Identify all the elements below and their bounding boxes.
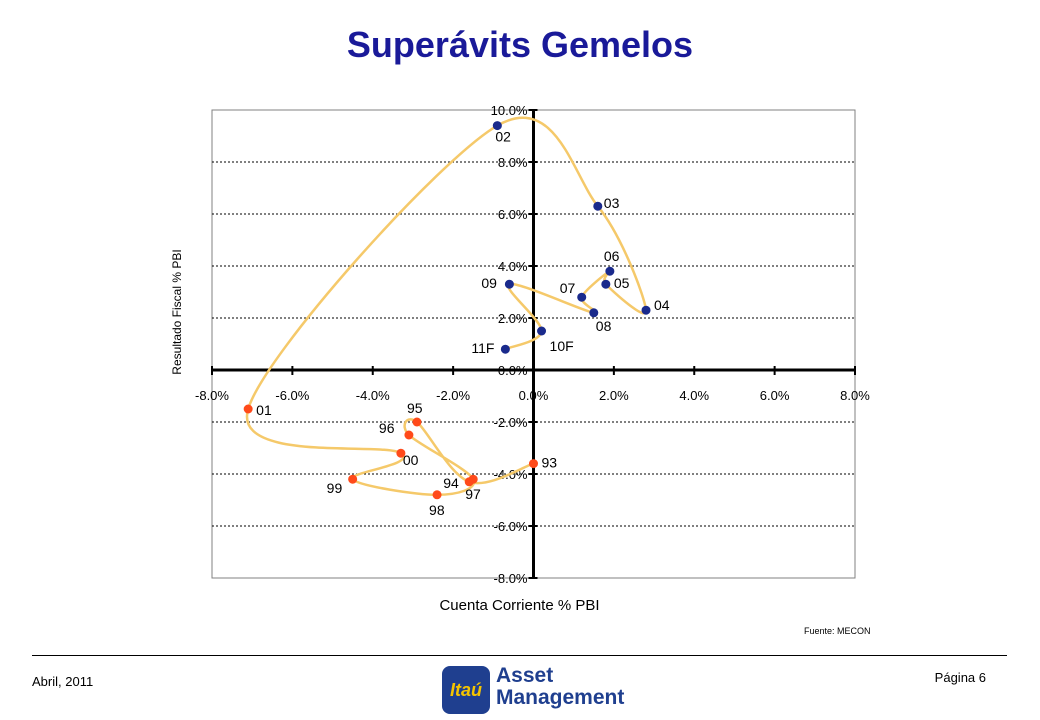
data-point-09 (504, 279, 514, 289)
footer-divider (32, 655, 1007, 656)
data-point-06 (605, 266, 615, 276)
data-point-99 (348, 474, 358, 484)
y-tick-label: 8.0% (498, 155, 528, 170)
data-label-06: 06 (604, 248, 620, 264)
x-tick-label: -8.0% (195, 388, 229, 403)
y-tick-label: -8.0% (494, 571, 528, 586)
y-tick-label: -6.0% (494, 519, 528, 534)
data-point-07 (577, 292, 587, 302)
y-tick-label: -2.0% (494, 415, 528, 430)
data-label-11F: 11F (471, 340, 494, 356)
y-tick-label: 4.0% (498, 259, 528, 274)
data-label-98: 98 (429, 502, 445, 518)
data-label-09: 09 (481, 275, 497, 291)
x-axis-title: Cuenta Corriente % PBI (439, 597, 599, 614)
scatter-chart: 10.0% 8.0% 6.0% 4.0% 2.0% 0.0% -2.0% -4.0% -6.0%… (170, 103, 870, 614)
data-label-03: 03 (604, 195, 620, 211)
data-label-95: 95 (407, 400, 423, 416)
data-label-04: 04 (654, 297, 670, 313)
footer-date: Abril, 2011 (32, 674, 94, 689)
slide-title: Superávits Gemelos (346, 24, 694, 65)
logo-line-2: Management (496, 686, 625, 709)
data-point-10F (537, 326, 547, 336)
data-point-95 (412, 417, 422, 427)
data-label-10F: 10F (550, 338, 574, 354)
x-tick-label: 6.0% (760, 388, 790, 403)
x-tick-label: -4.0% (356, 388, 390, 403)
logo-line-1: Asset (496, 664, 554, 687)
data-point-00 (396, 448, 406, 458)
page-number: Página 6 (934, 670, 986, 685)
data-label-08: 08 (596, 318, 612, 334)
data-point-03 (593, 201, 603, 211)
x-tick-label: -6.0% (275, 388, 309, 403)
data-label-93: 93 (542, 455, 558, 471)
y-tick-label: 2.0% (498, 311, 528, 326)
y-tick-label: 6.0% (498, 207, 528, 222)
data-point-04 (641, 305, 651, 315)
data-point-97 (468, 474, 478, 484)
data-label-99: 99 (327, 480, 343, 496)
data-point-08 (589, 308, 599, 318)
data-label-94: 94 (443, 475, 459, 491)
y-tick-label: 10.0% (491, 103, 528, 118)
itau-logo-icon: Itaú (442, 666, 490, 714)
data-label-01: 01 (256, 402, 272, 418)
data-point-01 (243, 404, 253, 414)
x-tick-label: 4.0% (679, 388, 709, 403)
data-point-05 (601, 279, 611, 289)
x-tick-label: 0.0% (519, 388, 549, 403)
x-tick-label: 8.0% (840, 388, 870, 403)
x-tick-label: 2.0% (599, 388, 629, 403)
data-label-07: 07 (560, 280, 576, 296)
data-point-96 (404, 430, 414, 440)
source-note: Fuente: MECON (804, 626, 871, 636)
data-point-93 (529, 459, 538, 469)
data-point-02 (492, 121, 502, 131)
data-label-97: 97 (465, 486, 481, 502)
y-tick-label: 0.0% (498, 363, 528, 378)
data-label-02: 02 (495, 129, 511, 145)
x-tick-label: -2.0% (436, 388, 470, 403)
data-point-98 (432, 490, 442, 500)
series-line (245, 116, 648, 497)
data-label-00: 00 (403, 452, 419, 468)
data-point-11F (500, 344, 510, 354)
logo-word: Itaú (449, 680, 482, 700)
logo-text: Asset Management (496, 665, 624, 709)
data-label-96: 96 (379, 420, 395, 436)
data-label-05: 05 (614, 275, 630, 291)
y-axis-title: Resultado Fiscal % PBI (170, 249, 184, 374)
